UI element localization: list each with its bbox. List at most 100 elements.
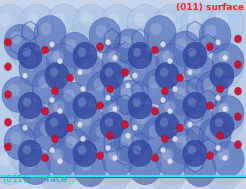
Circle shape — [160, 97, 166, 103]
Circle shape — [172, 86, 178, 92]
Circle shape — [208, 145, 244, 184]
Circle shape — [154, 152, 169, 169]
Circle shape — [44, 50, 59, 67]
Circle shape — [57, 82, 89, 118]
Circle shape — [234, 87, 242, 95]
Circle shape — [175, 136, 187, 149]
Circle shape — [129, 51, 161, 87]
Circle shape — [80, 86, 86, 92]
Circle shape — [155, 112, 179, 139]
Circle shape — [145, 92, 189, 141]
Circle shape — [22, 125, 28, 131]
Circle shape — [34, 15, 66, 51]
Circle shape — [96, 102, 104, 109]
Circle shape — [102, 96, 134, 131]
Circle shape — [105, 68, 113, 77]
Circle shape — [102, 43, 134, 79]
Circle shape — [100, 5, 136, 44]
Circle shape — [25, 156, 37, 169]
Circle shape — [182, 135, 197, 153]
Circle shape — [215, 153, 228, 167]
Circle shape — [118, 126, 162, 175]
Circle shape — [25, 58, 37, 71]
Circle shape — [4, 24, 36, 60]
Circle shape — [162, 148, 174, 161]
Circle shape — [73, 42, 97, 69]
Circle shape — [210, 62, 234, 89]
Circle shape — [162, 87, 169, 95]
Circle shape — [188, 145, 196, 155]
Circle shape — [58, 108, 62, 114]
Circle shape — [18, 42, 42, 69]
Circle shape — [49, 42, 55, 47]
Circle shape — [22, 73, 28, 78]
Circle shape — [215, 12, 228, 26]
Circle shape — [181, 145, 217, 184]
Circle shape — [51, 87, 59, 95]
Circle shape — [35, 92, 79, 141]
Circle shape — [66, 124, 74, 132]
Circle shape — [127, 145, 163, 184]
Circle shape — [169, 31, 201, 67]
Circle shape — [105, 118, 113, 127]
Circle shape — [120, 134, 132, 146]
Circle shape — [65, 39, 77, 52]
Circle shape — [145, 142, 189, 189]
Circle shape — [17, 32, 32, 49]
Circle shape — [50, 68, 58, 77]
Circle shape — [19, 149, 51, 184]
Circle shape — [200, 92, 244, 141]
Circle shape — [127, 85, 142, 102]
Circle shape — [205, 125, 216, 137]
Circle shape — [176, 74, 184, 82]
Circle shape — [4, 143, 12, 151]
Circle shape — [95, 125, 107, 137]
Circle shape — [175, 38, 187, 51]
Circle shape — [128, 92, 152, 119]
Circle shape — [156, 141, 188, 177]
Circle shape — [216, 85, 224, 93]
Circle shape — [136, 112, 148, 124]
Circle shape — [200, 40, 244, 89]
Circle shape — [63, 126, 107, 175]
Circle shape — [188, 98, 196, 107]
Circle shape — [87, 71, 119, 107]
Circle shape — [78, 98, 86, 107]
Circle shape — [161, 12, 174, 26]
Circle shape — [72, 135, 87, 153]
Circle shape — [187, 122, 193, 127]
Circle shape — [10, 132, 22, 144]
Circle shape — [107, 85, 113, 93]
Circle shape — [46, 145, 82, 184]
Circle shape — [53, 101, 65, 113]
Circle shape — [65, 136, 77, 149]
Circle shape — [182, 32, 197, 49]
Circle shape — [25, 109, 37, 122]
Circle shape — [158, 93, 190, 129]
Circle shape — [8, 84, 20, 96]
Circle shape — [26, 12, 39, 26]
Circle shape — [160, 42, 166, 47]
Circle shape — [222, 55, 228, 61]
Circle shape — [128, 140, 152, 167]
Circle shape — [206, 43, 214, 51]
Circle shape — [184, 151, 216, 187]
Circle shape — [173, 126, 217, 175]
Circle shape — [80, 62, 92, 74]
Circle shape — [63, 89, 75, 102]
Circle shape — [38, 76, 50, 88]
Circle shape — [188, 153, 201, 167]
Circle shape — [154, 102, 169, 119]
Circle shape — [44, 102, 59, 119]
Circle shape — [125, 133, 130, 138]
Circle shape — [80, 12, 93, 26]
Circle shape — [184, 107, 216, 142]
Circle shape — [63, 22, 107, 71]
Circle shape — [50, 118, 58, 127]
Circle shape — [49, 147, 55, 153]
Circle shape — [234, 113, 242, 121]
Circle shape — [74, 54, 106, 90]
Circle shape — [122, 68, 128, 76]
Circle shape — [218, 103, 230, 115]
Circle shape — [107, 153, 120, 167]
